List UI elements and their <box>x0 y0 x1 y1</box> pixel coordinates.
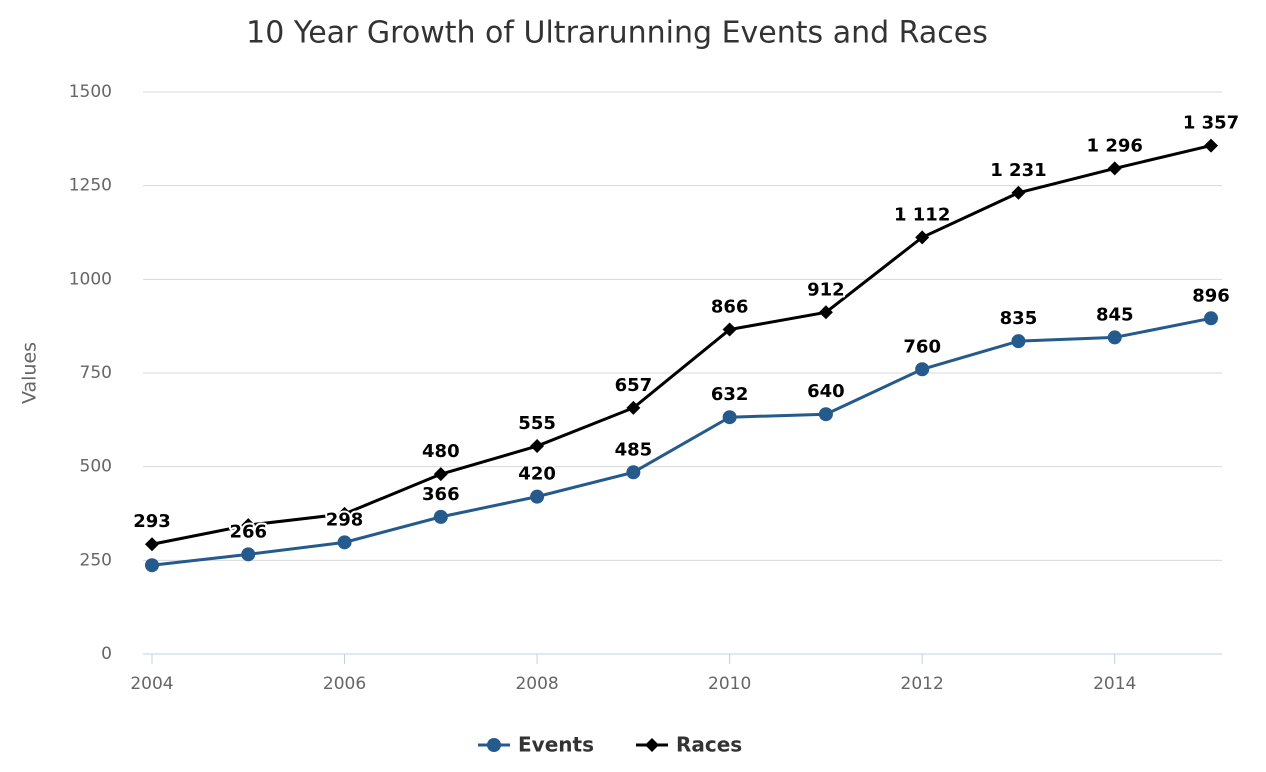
data-label: 640 <box>807 381 845 402</box>
data-label: 760 <box>903 336 941 357</box>
data-point <box>337 506 352 521</box>
data-label: 266 <box>229 521 267 542</box>
legend-marker <box>487 738 501 752</box>
data-label: 912 <box>807 279 845 300</box>
data-label: 366 <box>422 484 460 505</box>
data-label: 480 <box>422 441 460 462</box>
data-point <box>145 537 159 552</box>
data-point <box>530 489 545 504</box>
data-point <box>915 230 930 245</box>
data-point <box>1011 334 1026 349</box>
y-tick-label: 500 <box>80 457 112 477</box>
data-label: 555 <box>518 413 556 434</box>
legend-label: Events <box>518 733 594 757</box>
x-tick-label: 2008 <box>515 674 558 694</box>
data-point <box>818 305 833 320</box>
y-tick-label: 0 <box>101 644 112 664</box>
data-label: 1 231 <box>990 160 1046 181</box>
data-label: 835 <box>1000 308 1038 329</box>
data-label: 485 <box>615 439 653 460</box>
data-label: 896 <box>1192 285 1230 306</box>
x-tick-label: 2014 <box>1093 674 1136 694</box>
data-point <box>626 400 641 415</box>
data-label: 298 <box>326 509 364 530</box>
data-label: 293 <box>133 511 171 532</box>
data-label: 632 <box>711 384 749 405</box>
chart-title: 10 Year Growth of Ultrarunning Events an… <box>246 16 988 51</box>
data-point <box>915 362 930 377</box>
x-tick-label: 2010 <box>708 674 751 694</box>
x-tick-label: 2012 <box>901 674 944 694</box>
data-point <box>337 535 352 550</box>
data-point <box>722 322 737 337</box>
data-point <box>1204 138 1218 153</box>
data-point <box>530 439 545 454</box>
legend-label: Races <box>676 733 742 757</box>
legend-item[interactable]: Races <box>635 733 742 757</box>
data-point <box>722 410 737 425</box>
data-point <box>818 407 833 422</box>
data-label: 1 296 <box>1087 135 1143 156</box>
data-label: 420 <box>518 464 556 485</box>
series-line <box>151 316 1212 567</box>
y-tick-label: 1000 <box>69 269 112 289</box>
series-line <box>151 144 1212 546</box>
y-axis-title: Values <box>19 342 41 404</box>
data-label: 845 <box>1096 304 1134 325</box>
data-label: 1 357 <box>1183 113 1239 134</box>
y-tick-label: 250 <box>80 550 112 570</box>
data-point <box>145 558 159 573</box>
data-point <box>1011 185 1026 200</box>
data-point <box>1204 311 1218 326</box>
data-point <box>1107 330 1122 345</box>
data-point <box>433 509 448 524</box>
legend-marker <box>644 738 659 752</box>
data-label: 866 <box>711 297 749 318</box>
y-tick-label: 750 <box>80 363 112 383</box>
legend-item[interactable]: Events <box>478 733 594 757</box>
x-tick-label: 2006 <box>323 674 366 694</box>
data-point <box>241 547 256 562</box>
y-tick-label: 1500 <box>69 82 112 102</box>
data-point <box>433 467 448 482</box>
data-point <box>626 465 641 480</box>
data-point <box>1107 161 1122 176</box>
data-label: 657 <box>615 375 653 396</box>
data-point <box>241 518 256 533</box>
y-tick-label: 1250 <box>69 176 112 196</box>
x-tick-label: 2004 <box>130 674 173 694</box>
data-label: 1 112 <box>894 204 950 225</box>
